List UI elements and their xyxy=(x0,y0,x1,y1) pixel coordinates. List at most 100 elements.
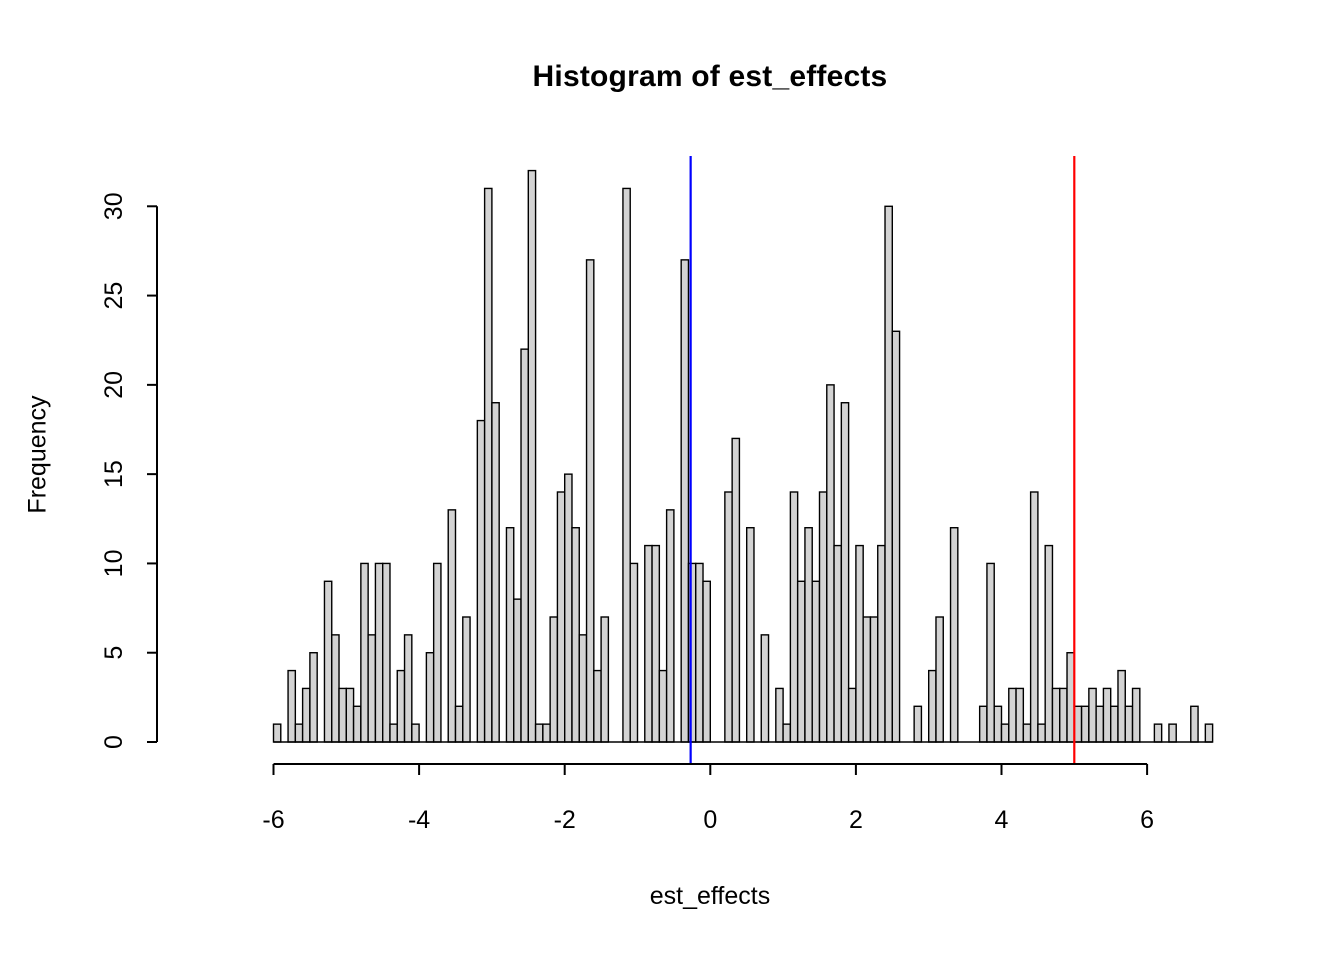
histogram-bar xyxy=(1022,723,1032,743)
histogram-bar xyxy=(549,616,559,743)
histogram-bar xyxy=(367,634,377,743)
histogram-bar xyxy=(1029,491,1039,743)
histogram-bar xyxy=(1124,705,1134,743)
histogram-bar xyxy=(505,527,515,743)
histogram-bar xyxy=(476,419,486,743)
histogram-bar xyxy=(702,580,712,743)
histogram-bar xyxy=(527,169,537,743)
histogram-bar xyxy=(338,687,347,743)
histogram-bar xyxy=(847,687,857,743)
histogram-bar xyxy=(301,687,311,743)
histogram-bar xyxy=(1000,723,1010,743)
histogram-bar xyxy=(826,384,835,743)
histogram-bar xyxy=(382,562,391,743)
x-tick-label: 2 xyxy=(849,806,863,834)
histogram-bar xyxy=(331,634,340,743)
histogram-bar xyxy=(323,580,333,743)
histogram-bar xyxy=(840,402,850,743)
histogram-bar xyxy=(1051,687,1061,743)
histogram-bar xyxy=(389,723,398,743)
histogram-bar xyxy=(520,348,530,743)
histogram-bar xyxy=(432,562,442,743)
histogram-bar xyxy=(425,652,435,743)
y-tick-label: 25 xyxy=(100,282,128,310)
histogram-bar xyxy=(746,527,755,743)
histogram-bar xyxy=(1044,544,1054,743)
histogram-bar xyxy=(877,544,886,743)
histogram-bar xyxy=(491,402,500,743)
histogram-bar xyxy=(564,473,573,743)
histogram-bar xyxy=(483,187,493,743)
histogram-bar xyxy=(1015,687,1025,743)
histogram-bar xyxy=(680,259,690,743)
histogram-bar xyxy=(396,669,406,743)
histogram-bar xyxy=(855,544,864,743)
histogram-bar xyxy=(1204,723,1214,743)
histogram-bar xyxy=(913,705,923,743)
chart-title: Histogram of est_effects xyxy=(532,60,888,93)
histogram-bar xyxy=(345,687,355,743)
x-tick-label: 0 xyxy=(703,806,717,834)
histogram-bar xyxy=(556,491,566,743)
histogram-bar xyxy=(833,544,843,743)
histogram-bar xyxy=(811,580,821,743)
histogram-bar xyxy=(1117,669,1126,743)
histogram-bar xyxy=(454,705,464,743)
histogram-bar xyxy=(622,187,631,743)
x-tick-label: 4 xyxy=(995,806,1009,834)
x-axis-label: est_effects xyxy=(649,882,771,910)
histogram-bar xyxy=(513,598,522,743)
histogram-bar xyxy=(571,527,580,743)
histogram-bar xyxy=(993,705,1003,743)
x-tick-label: 6 xyxy=(1140,806,1154,834)
histogram-bar xyxy=(695,562,704,743)
histogram-bar xyxy=(724,491,733,743)
histogram-bar xyxy=(658,669,668,743)
histogram-bar xyxy=(804,527,813,743)
histogram-bar xyxy=(1102,687,1112,743)
x-tick-label: -2 xyxy=(554,806,576,834)
y-tick-label: 0 xyxy=(100,735,128,749)
histogram-bar xyxy=(360,562,369,743)
histogram-bar xyxy=(986,562,995,743)
histogram-bar xyxy=(949,527,959,743)
x-tick-label: -6 xyxy=(262,806,284,834)
histogram-bar xyxy=(374,562,384,743)
histogram-bar xyxy=(1095,705,1105,743)
histogram-bar xyxy=(1168,723,1177,743)
histogram-bar xyxy=(578,634,588,743)
y-tick-label: 5 xyxy=(100,646,128,660)
histogram-bar xyxy=(1080,705,1090,743)
histogram-bar xyxy=(1088,687,1097,743)
histogram-bar xyxy=(272,723,282,743)
histogram-bar xyxy=(651,544,661,743)
histogram-bar xyxy=(462,616,471,743)
x-tick-label: -4 xyxy=(408,806,430,834)
histogram-bar xyxy=(665,509,675,743)
histogram-bar xyxy=(1109,705,1119,743)
histogram-bar xyxy=(1153,723,1163,743)
histogram-bar xyxy=(935,616,944,743)
histogram-bar xyxy=(585,259,595,743)
histogram-bar xyxy=(1008,687,1017,743)
histogram-bar xyxy=(1131,687,1141,743)
histogram-bar xyxy=(287,669,297,743)
histogram-bar xyxy=(891,330,901,743)
histogram-bar xyxy=(928,669,937,743)
histogram-bar xyxy=(1037,723,1046,743)
y-tick-label: 10 xyxy=(100,550,128,578)
histogram-bar xyxy=(600,616,610,743)
histogram-bar xyxy=(352,705,362,743)
histogram-bar xyxy=(1059,687,1068,743)
histogram-bar xyxy=(869,616,879,743)
histogram-bar xyxy=(411,723,420,743)
histogram-bar xyxy=(884,205,894,743)
histogram-bar xyxy=(789,491,799,743)
histogram-bar xyxy=(294,723,304,743)
histogram-bar xyxy=(593,669,602,743)
histogram-bar xyxy=(760,634,770,743)
y-tick-label: 20 xyxy=(100,371,128,399)
histogram-bar xyxy=(309,652,318,743)
histogram-bar xyxy=(447,509,457,743)
